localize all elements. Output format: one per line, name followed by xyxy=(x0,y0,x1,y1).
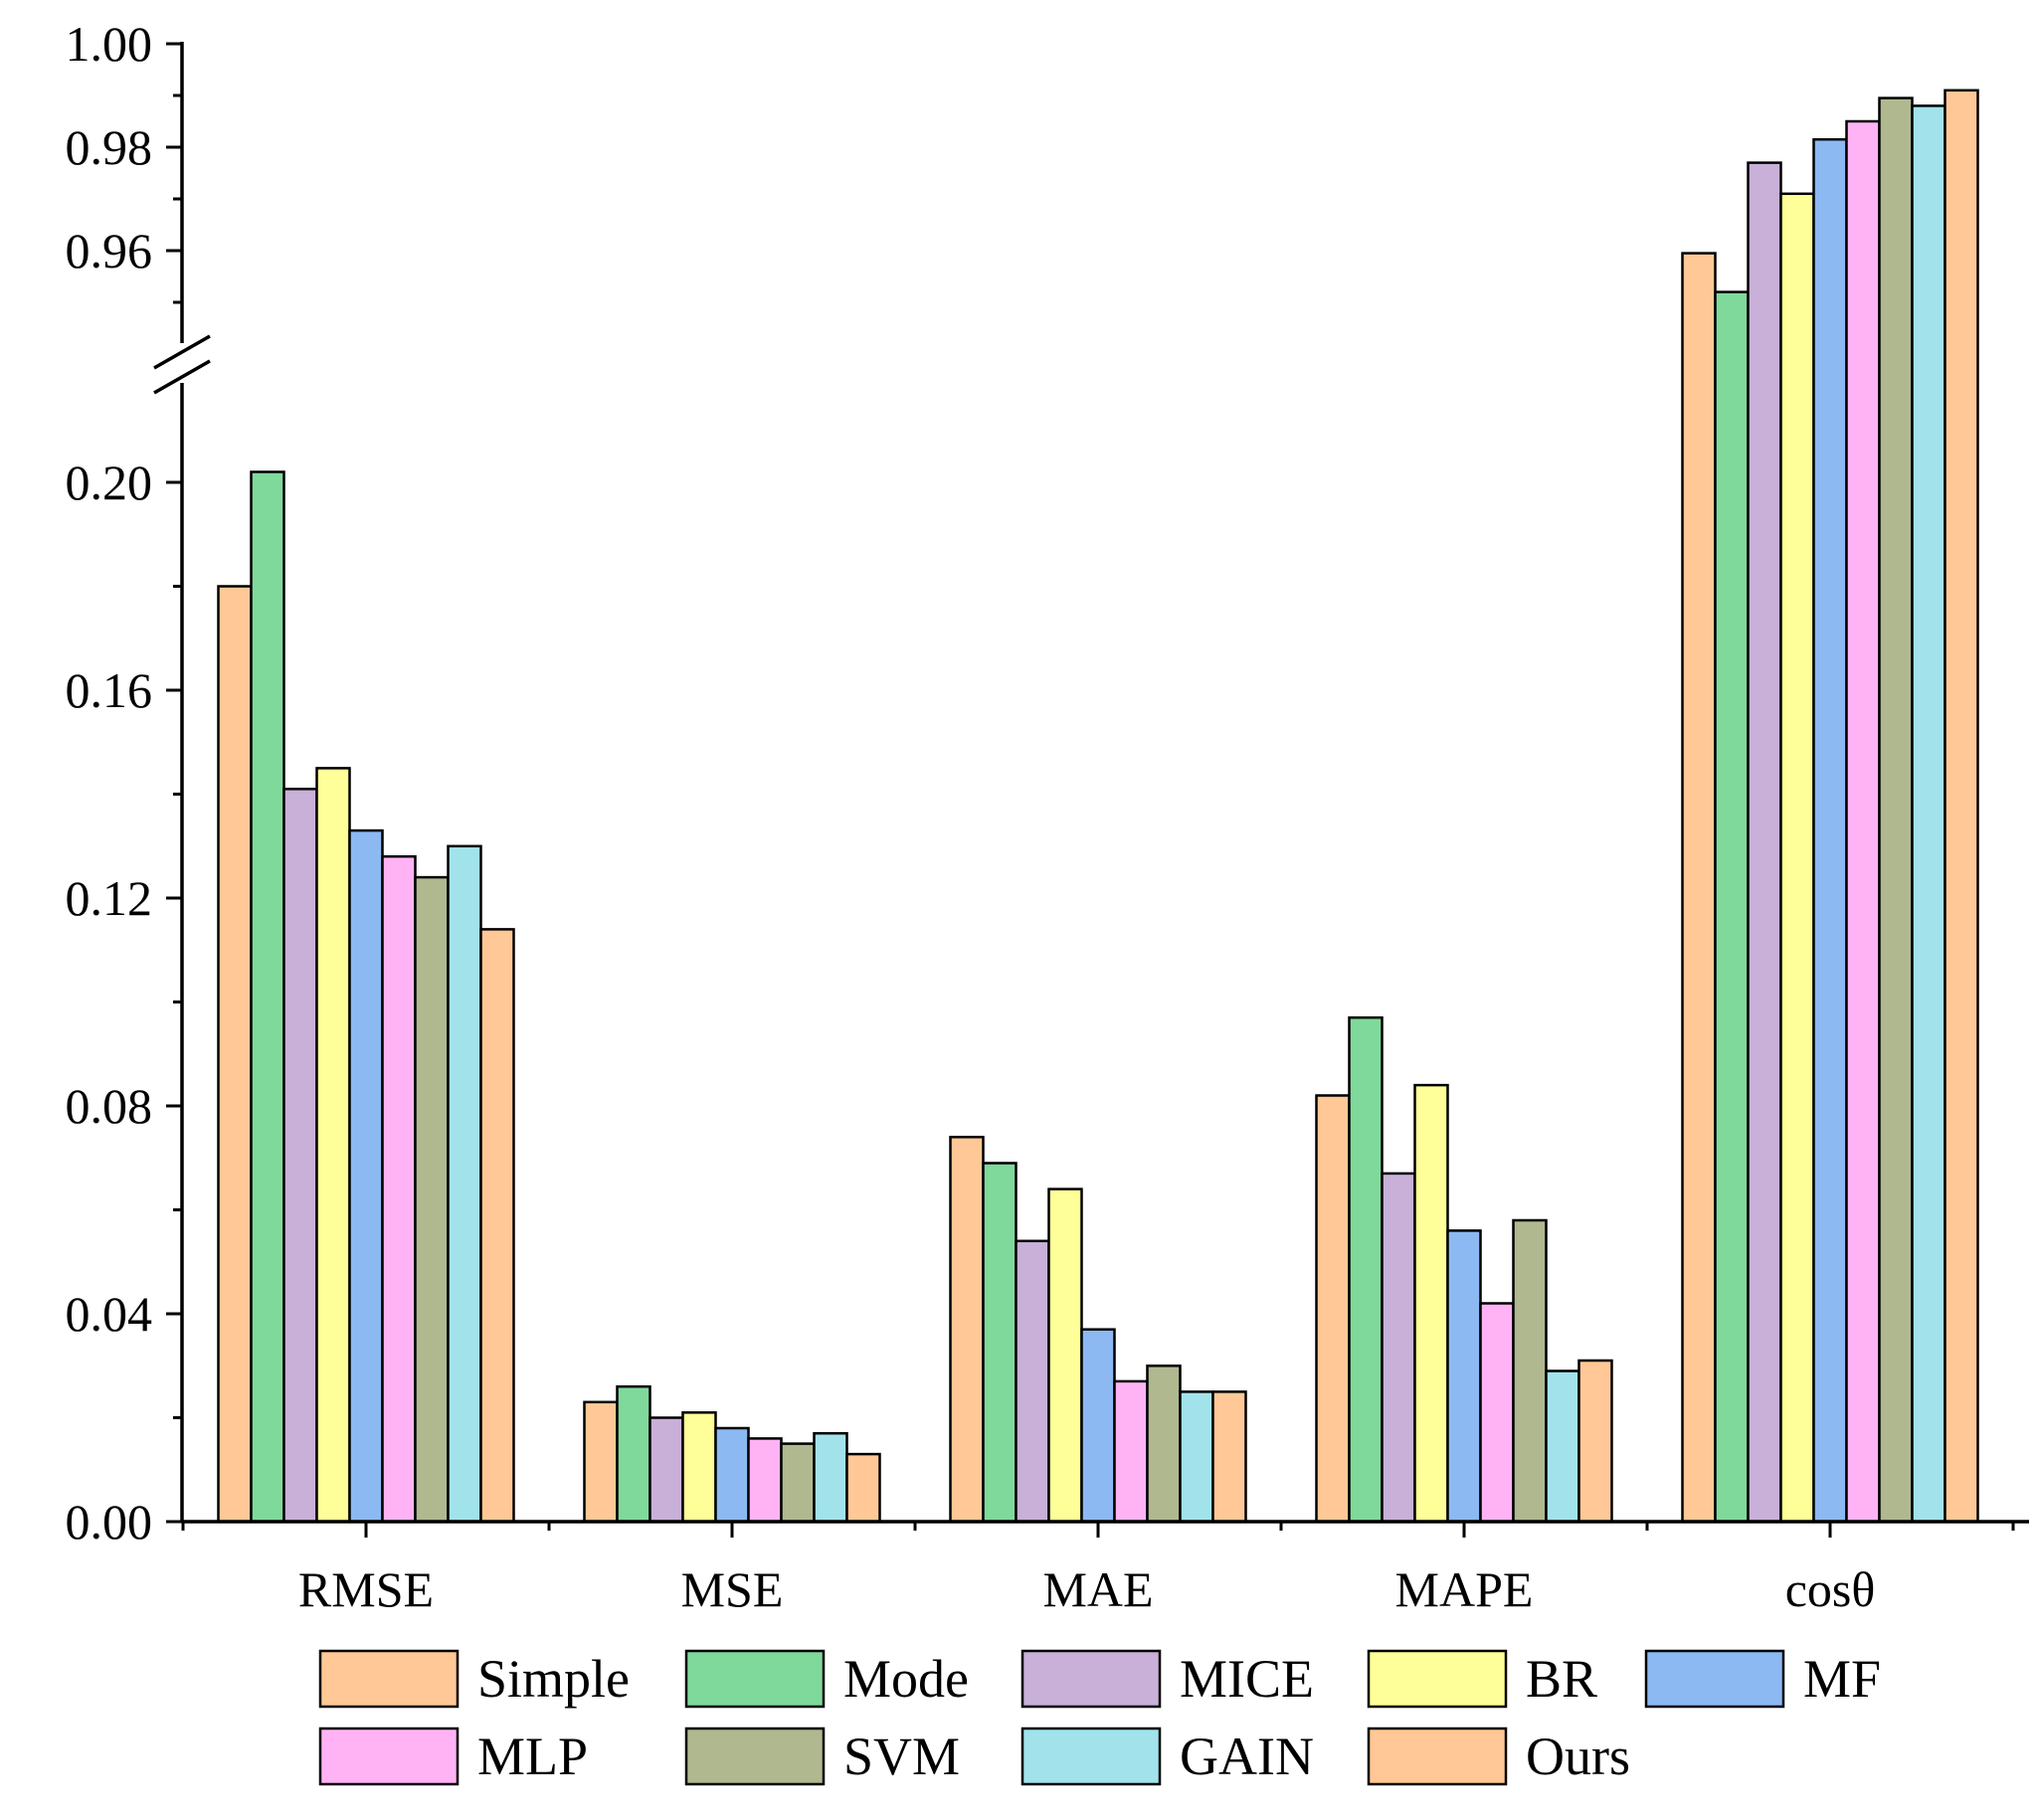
bar-mae-br xyxy=(1047,1187,1083,1524)
legend-label: Ours xyxy=(1526,1727,1630,1786)
bar-mape-mf xyxy=(1446,1229,1482,1524)
y-tick-label: 0.00 xyxy=(66,1494,153,1549)
legend-item-mlp: MLP xyxy=(318,1727,588,1786)
bar-cos-ours xyxy=(1944,89,1979,1524)
legend-label: BR xyxy=(1526,1649,1597,1709)
bar-rmse-svm xyxy=(414,875,450,1524)
y-tick-label: 0.12 xyxy=(66,870,153,926)
bar-mae-svm xyxy=(1146,1365,1182,1524)
legend: Simple Mode MICE BR MF MLP SVM GAIN Ours xyxy=(318,1649,1881,1786)
bar-cos-mlp xyxy=(1845,119,1881,1524)
legend-swatch xyxy=(1644,1649,1785,1709)
bar-mae-simple xyxy=(949,1136,985,1524)
bar-mse-simple xyxy=(583,1400,619,1524)
bar-mape-simple xyxy=(1315,1094,1351,1524)
bar-mae-mode xyxy=(982,1162,1018,1524)
bar-mae-mlp xyxy=(1113,1379,1149,1524)
legend-item-mode: Mode xyxy=(684,1649,969,1709)
y-tick-label: 0.96 xyxy=(66,223,153,278)
bar-rmse-mf xyxy=(348,828,384,1524)
legend-label: Mode xyxy=(843,1649,969,1709)
legend-item-svm: SVM xyxy=(684,1727,960,1786)
legend-swatch xyxy=(1367,1649,1508,1709)
bar-mape-ours xyxy=(1577,1359,1613,1524)
legend-swatch xyxy=(684,1727,826,1786)
axis-break-mark xyxy=(153,359,211,395)
bar-mse-ours xyxy=(845,1452,881,1524)
bar-rmse-simple xyxy=(217,585,253,1524)
bar-cos-mice xyxy=(1747,161,1782,1524)
bar-mae-mice xyxy=(1015,1239,1050,1524)
axes-group: 0.00 0.04 0.08 0.12 0.16 0.20 0.96 0.98 1.00 RMSE… xyxy=(66,16,2029,1617)
bar-mape-mode xyxy=(1348,1015,1384,1524)
bar-mse-mlp xyxy=(747,1437,783,1524)
legend-item-gain: GAIN xyxy=(1020,1727,1314,1786)
bar-mape-br xyxy=(1413,1083,1449,1524)
legend-item-mice: MICE xyxy=(1020,1649,1314,1709)
bars-group xyxy=(217,89,1979,1524)
legend-swatch xyxy=(318,1727,460,1786)
bar-cos-svm xyxy=(1878,96,1914,1524)
legend-swatch xyxy=(684,1649,826,1709)
bar-rmse-mode xyxy=(250,470,285,1524)
bar-rmse-gain xyxy=(447,844,482,1524)
x-category-label: MSE xyxy=(681,1561,784,1617)
bar-rmse-br xyxy=(315,767,351,1524)
bar-cos-br xyxy=(1779,192,1815,1524)
legend-label: MICE xyxy=(1180,1649,1314,1709)
bar-mse-gain xyxy=(813,1431,848,1524)
x-category-label: MAPE xyxy=(1395,1561,1534,1617)
legend-label: MLP xyxy=(477,1727,588,1786)
y-tick-label: 0.98 xyxy=(66,119,153,175)
x-category-label: cosθ xyxy=(1785,1561,1876,1617)
bar-mae-ours xyxy=(1211,1390,1247,1524)
bar-cos-gain xyxy=(1911,104,1946,1524)
bar-mae-mf xyxy=(1080,1328,1116,1524)
legend-swatch xyxy=(1020,1727,1162,1786)
bar-rmse-ours xyxy=(479,928,515,1524)
bar-cos-mf xyxy=(1812,137,1848,1524)
bar-mse-mice xyxy=(648,1416,684,1524)
legend-item-simple: Simple xyxy=(318,1649,630,1709)
bar-rmse-mice xyxy=(282,788,318,1524)
legend-item-br: BR xyxy=(1367,1649,1597,1709)
legend-swatch xyxy=(318,1649,460,1709)
bar-cos-simple xyxy=(1681,252,1717,1524)
legend-label: MF xyxy=(1803,1649,1881,1709)
bar-mse-mf xyxy=(714,1426,750,1524)
bar-mae-gain xyxy=(1179,1390,1214,1524)
y-tick-label: 0.08 xyxy=(66,1078,153,1134)
y-tick-label: 0.04 xyxy=(66,1286,153,1342)
bar-mape-gain xyxy=(1545,1369,1580,1524)
bar-mape-svm xyxy=(1512,1218,1548,1524)
bar-mse-br xyxy=(681,1411,717,1524)
bar-mse-mode xyxy=(616,1384,651,1524)
legend-swatch xyxy=(1020,1649,1162,1709)
legend-label: SVM xyxy=(843,1727,960,1786)
bar-mape-mlp xyxy=(1479,1302,1515,1524)
x-category-label: MAE xyxy=(1042,1561,1153,1617)
legend-label: GAIN xyxy=(1180,1727,1314,1786)
bar-mse-svm xyxy=(780,1442,816,1524)
axis-break-mark xyxy=(153,334,211,370)
y-tick-label: 0.20 xyxy=(66,455,153,510)
y-tick-label: 1.00 xyxy=(66,16,153,72)
x-category-label: RMSE xyxy=(298,1561,434,1617)
y-tick-label: 0.16 xyxy=(66,662,153,718)
bar-cos-mode xyxy=(1714,290,1750,1524)
legend-label: Simple xyxy=(477,1649,630,1709)
legend-item-mf: MF xyxy=(1644,1649,1881,1709)
bar-mape-mice xyxy=(1381,1172,1416,1524)
bar-rmse-mlp xyxy=(381,854,417,1524)
legend-item-ours: Ours xyxy=(1367,1727,1630,1786)
legend-swatch xyxy=(1367,1727,1508,1786)
